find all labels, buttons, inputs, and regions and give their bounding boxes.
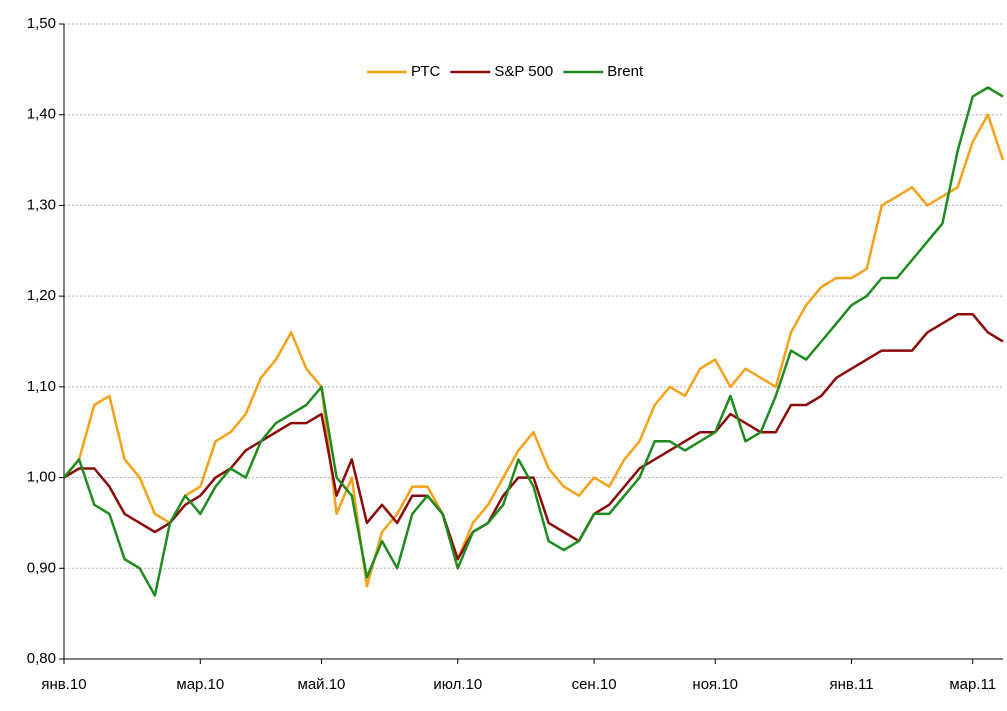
x-tick-label: сен.10 (572, 676, 617, 693)
y-tick-label: 1,50 (27, 15, 56, 32)
x-tick-label: янв.11 (829, 676, 873, 693)
y-tick-label: 1,00 (27, 469, 56, 486)
x-tick-label: мар.11 (949, 676, 996, 693)
x-tick-label: мар.10 (176, 676, 224, 693)
legend-label: Brent (607, 63, 644, 80)
y-tick-label: 0,80 (27, 650, 56, 667)
y-tick-label: 1,20 (27, 287, 56, 304)
y-tick-label: 0,90 (27, 559, 56, 576)
x-tick-label: янв.10 (41, 676, 86, 693)
series-line (63, 113, 1005, 588)
legend-label: S&P 500 (494, 63, 553, 80)
y-tick-label: 1,30 (27, 196, 56, 213)
series-line (63, 86, 1004, 597)
x-tick-label: июл.10 (433, 676, 482, 693)
legend-label: РТС (411, 63, 440, 80)
x-tick-label: ноя.10 (692, 676, 738, 693)
y-tick-label: 1,10 (27, 378, 56, 395)
y-tick-label: 1,40 (27, 106, 56, 123)
series-line (63, 313, 1004, 561)
x-tick-label: май.10 (298, 676, 346, 693)
